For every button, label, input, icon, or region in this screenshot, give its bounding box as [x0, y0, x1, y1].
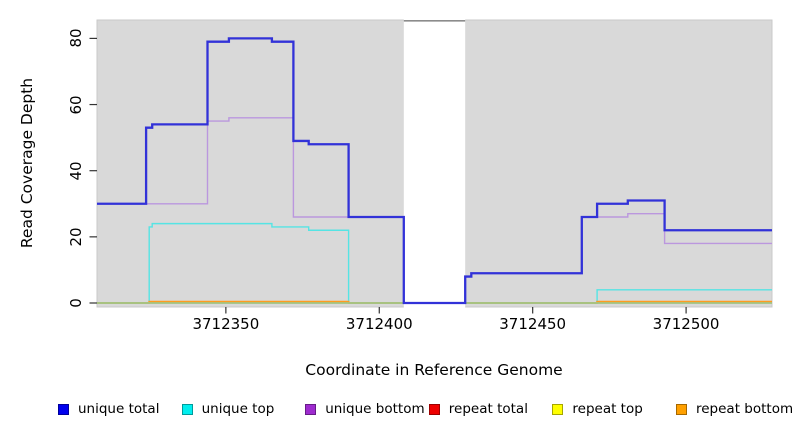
- y-tick-label-3: 60: [67, 95, 85, 115]
- y-tick-label-2: 40: [67, 161, 85, 181]
- y-axis-title: Read Coverage Depth: [18, 77, 36, 249]
- series-line-unique-total: [97, 37, 772, 305]
- x-tick-label-3: 3712500: [652, 315, 720, 333]
- y-tick-label-1: 20: [67, 227, 85, 247]
- x-tick-label-0: 3712350: [192, 315, 260, 333]
- x-tick-label-1: 3712400: [345, 315, 413, 333]
- x-tick-label-2: 3712450: [499, 315, 567, 333]
- x-axis-title: Coordinate in Reference Genome: [305, 361, 563, 379]
- y-tick-label-4: 80: [67, 28, 85, 48]
- gap-band: [403, 19, 466, 308]
- y-tick-label-0: 0: [67, 298, 85, 308]
